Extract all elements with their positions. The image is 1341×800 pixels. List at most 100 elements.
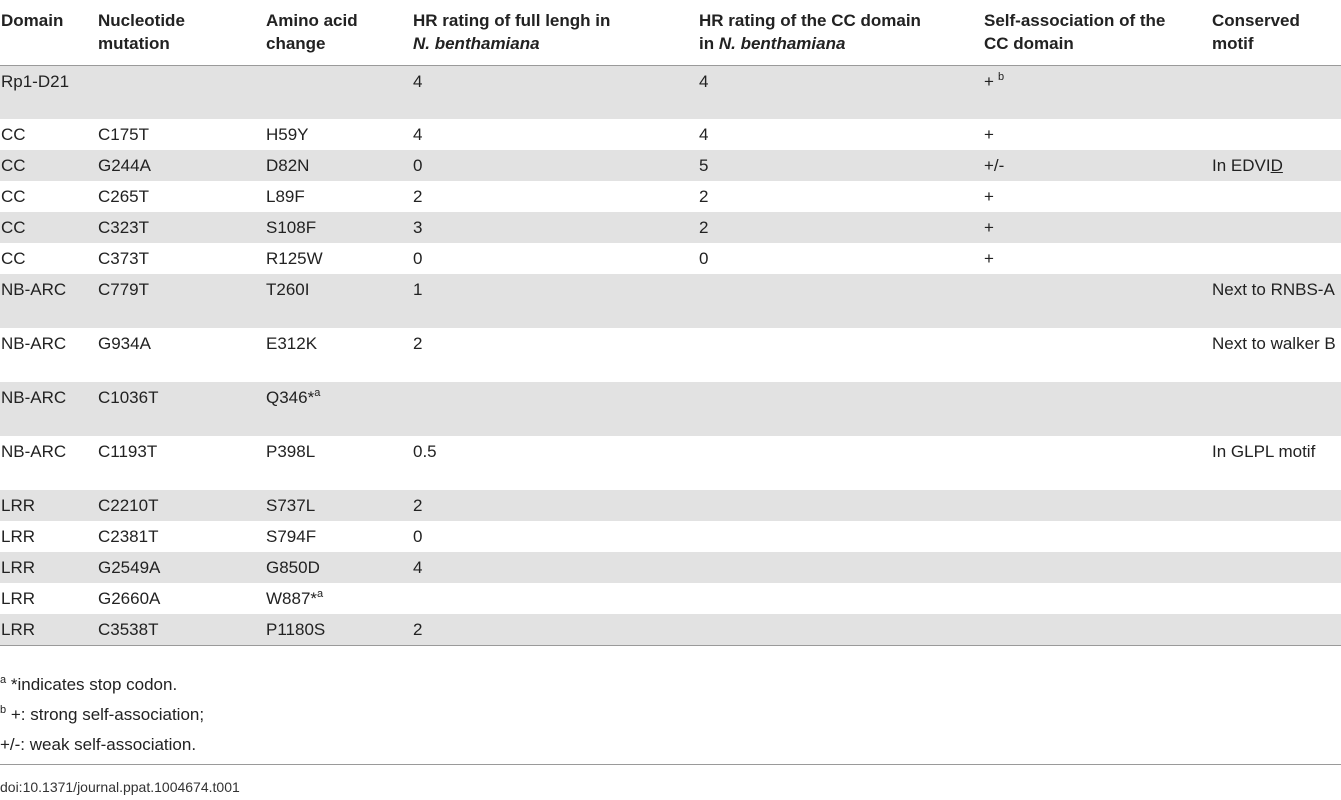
cell-hr-full-length: 4 — [413, 125, 423, 144]
cell-amino-acid-change: L89F — [266, 187, 305, 206]
cell-hr-full-length: 4 — [412, 65, 698, 119]
cell-nucleotide-mutation: C779T — [97, 274, 265, 328]
cell-domain: NB-ARC — [1, 442, 67, 461]
cell-self-association: + b — [983, 65, 1211, 119]
cell-self-association: + — [984, 187, 994, 206]
header-hr-cc-domain: HR rating of the CC domain in N. benthami… — [698, 0, 983, 66]
table-row: CC C175T H59Y 4 4 + — [0, 119, 1341, 150]
cell-self-association — [983, 521, 1211, 552]
footnotes: a *indicates stop codon. b +: strong sel… — [0, 670, 204, 760]
cell-conserved-motif — [1211, 181, 1341, 212]
cell-self-association: + — [983, 212, 1211, 243]
cell-domain: LRR — [0, 552, 97, 583]
cell-amino-acid-change: S108F — [265, 212, 412, 243]
table-row: Rp1-D21 4 4 + b — [0, 65, 1341, 119]
cell-hr-cc-domain — [698, 583, 983, 614]
table-row: NB-ARC C1036T Q346*a — [0, 382, 1341, 436]
cell-hr-full-length: 2 — [412, 490, 698, 521]
cell-hr-cc-domain: 5 — [698, 150, 983, 181]
header-row: Domain Nucleotide mutation Amino acid chan… — [0, 0, 1341, 66]
cell-conserved-motif: Next to walker B — [1212, 334, 1336, 353]
cell-amino-acid-change — [265, 65, 412, 119]
cell-conserved-motif: In GLPL motif — [1212, 442, 1316, 461]
cell-hr-full-length: 0 — [412, 150, 698, 181]
cell-hr-cc-domain — [698, 436, 983, 490]
mutation-table: Domain Nucleotide mutation Amino acid chan… — [0, 0, 1341, 646]
cell-hr-full-length: 0 — [413, 249, 423, 268]
cell-hr-full-length: 0.5 — [413, 442, 437, 461]
cell-conserved-motif — [1211, 583, 1341, 614]
cell-hr-cc-domain: 4 — [699, 125, 709, 144]
cell-hr-cc-domain — [698, 490, 983, 521]
cell-amino-acid-change: H59Y — [266, 125, 309, 144]
cell-nucleotide-mutation: C3538T — [97, 614, 265, 646]
footnote-b: b +: strong self-association; — [0, 704, 205, 725]
cell-hr-cc-domain: 0 — [699, 249, 709, 268]
table-row: NB-ARC G934A E312K 2 Next to walker B — [0, 328, 1341, 382]
cell-nucleotide-mutation: G2660A — [98, 589, 161, 608]
cell-amino-acid-change: P1180S — [265, 614, 412, 646]
cell-nucleotide-mutation: C265T — [98, 187, 150, 206]
cell-amino-acid-change: S794F — [266, 527, 317, 546]
table-row: CC C323T S108F 3 2 + — [0, 212, 1341, 243]
cell-conserved-motif — [1211, 552, 1341, 583]
table-row: NB-ARC C1193T P398L 0.5 In GLPL motif — [0, 436, 1341, 490]
cell-domain: LRR — [0, 490, 97, 521]
cell-self-association — [983, 490, 1211, 521]
cell-amino-acid-change: R125W — [266, 249, 323, 268]
cell-amino-acid-change: P398L — [266, 442, 316, 461]
cell-conserved-motif — [1211, 614, 1341, 646]
table-row: LRR C3538T P1180S 2 — [0, 614, 1341, 646]
cell-amino-acid-change: Q346*a — [265, 382, 412, 436]
cell-hr-cc-domain — [698, 552, 983, 583]
cell-hr-cc-domain — [698, 274, 983, 328]
cell-conserved-motif — [1211, 521, 1341, 552]
cell-amino-acid-change: D82N — [265, 150, 412, 181]
cell-self-association — [983, 583, 1211, 614]
cell-nucleotide-mutation — [97, 65, 265, 119]
cell-nucleotide-mutation: C373T — [98, 249, 150, 268]
cell-conserved-motif — [1211, 119, 1341, 150]
cell-domain: CC — [1, 125, 26, 144]
cell-conserved-motif: Next to RNBS-A — [1211, 274, 1341, 328]
cell-hr-cc-domain: 2 — [699, 187, 709, 206]
cell-nucleotide-mutation: G2549A — [97, 552, 265, 583]
cell-nucleotide-mutation: C2210T — [97, 490, 265, 521]
cell-nucleotide-mutation: C323T — [97, 212, 265, 243]
cell-conserved-motif — [1211, 243, 1341, 274]
cell-hr-full-length: 3 — [412, 212, 698, 243]
cell-hr-cc-domain: 4 — [698, 65, 983, 119]
cell-hr-cc-domain — [698, 328, 983, 382]
table-row: CC C373T R125W 0 0 + — [0, 243, 1341, 274]
cell-self-association — [983, 382, 1211, 436]
header-amino-acid-change: Amino acid change — [265, 0, 412, 66]
cell-hr-full-length: 2 — [413, 187, 423, 206]
cell-conserved-motif — [1211, 65, 1341, 119]
cell-domain: CC — [1, 249, 26, 268]
cell-self-association: + — [984, 249, 994, 268]
cell-amino-acid-change: T260I — [265, 274, 412, 328]
table-row: CC G244A D82N 0 5 +/- In EDVID — [0, 150, 1341, 181]
cell-hr-cc-domain — [698, 521, 983, 552]
cell-self-association: + — [984, 125, 994, 144]
cell-domain: NB-ARC — [0, 382, 97, 436]
cell-self-association: +/- — [983, 150, 1211, 181]
cell-domain: Rp1-D21 — [0, 65, 97, 119]
header-hr-full-length: HR rating of full lengh in N. benthamiana — [412, 0, 698, 66]
cell-hr-full-length: 1 — [412, 274, 698, 328]
cell-nucleotide-mutation: C1193T — [98, 442, 158, 461]
table-row: CC C265T L89F 2 2 + — [0, 181, 1341, 212]
cell-self-association — [983, 614, 1211, 646]
cell-hr-full-length: 0 — [413, 527, 423, 546]
cell-domain: NB-ARC — [1, 334, 67, 353]
cell-hr-cc-domain: 2 — [698, 212, 983, 243]
table-row: LRR G2660A W887*a — [0, 583, 1341, 614]
doi-divider — [0, 764, 1341, 765]
cell-hr-full-length: 4 — [412, 552, 698, 583]
table-row: LRR G2549A G850D 4 — [0, 552, 1341, 583]
cell-self-association — [983, 328, 1211, 382]
cell-conserved-motif — [1211, 490, 1341, 521]
cell-hr-full-length — [412, 382, 698, 436]
cell-hr-full-length: 2 — [412, 614, 698, 646]
cell-nucleotide-mutation: G244A — [97, 150, 265, 181]
